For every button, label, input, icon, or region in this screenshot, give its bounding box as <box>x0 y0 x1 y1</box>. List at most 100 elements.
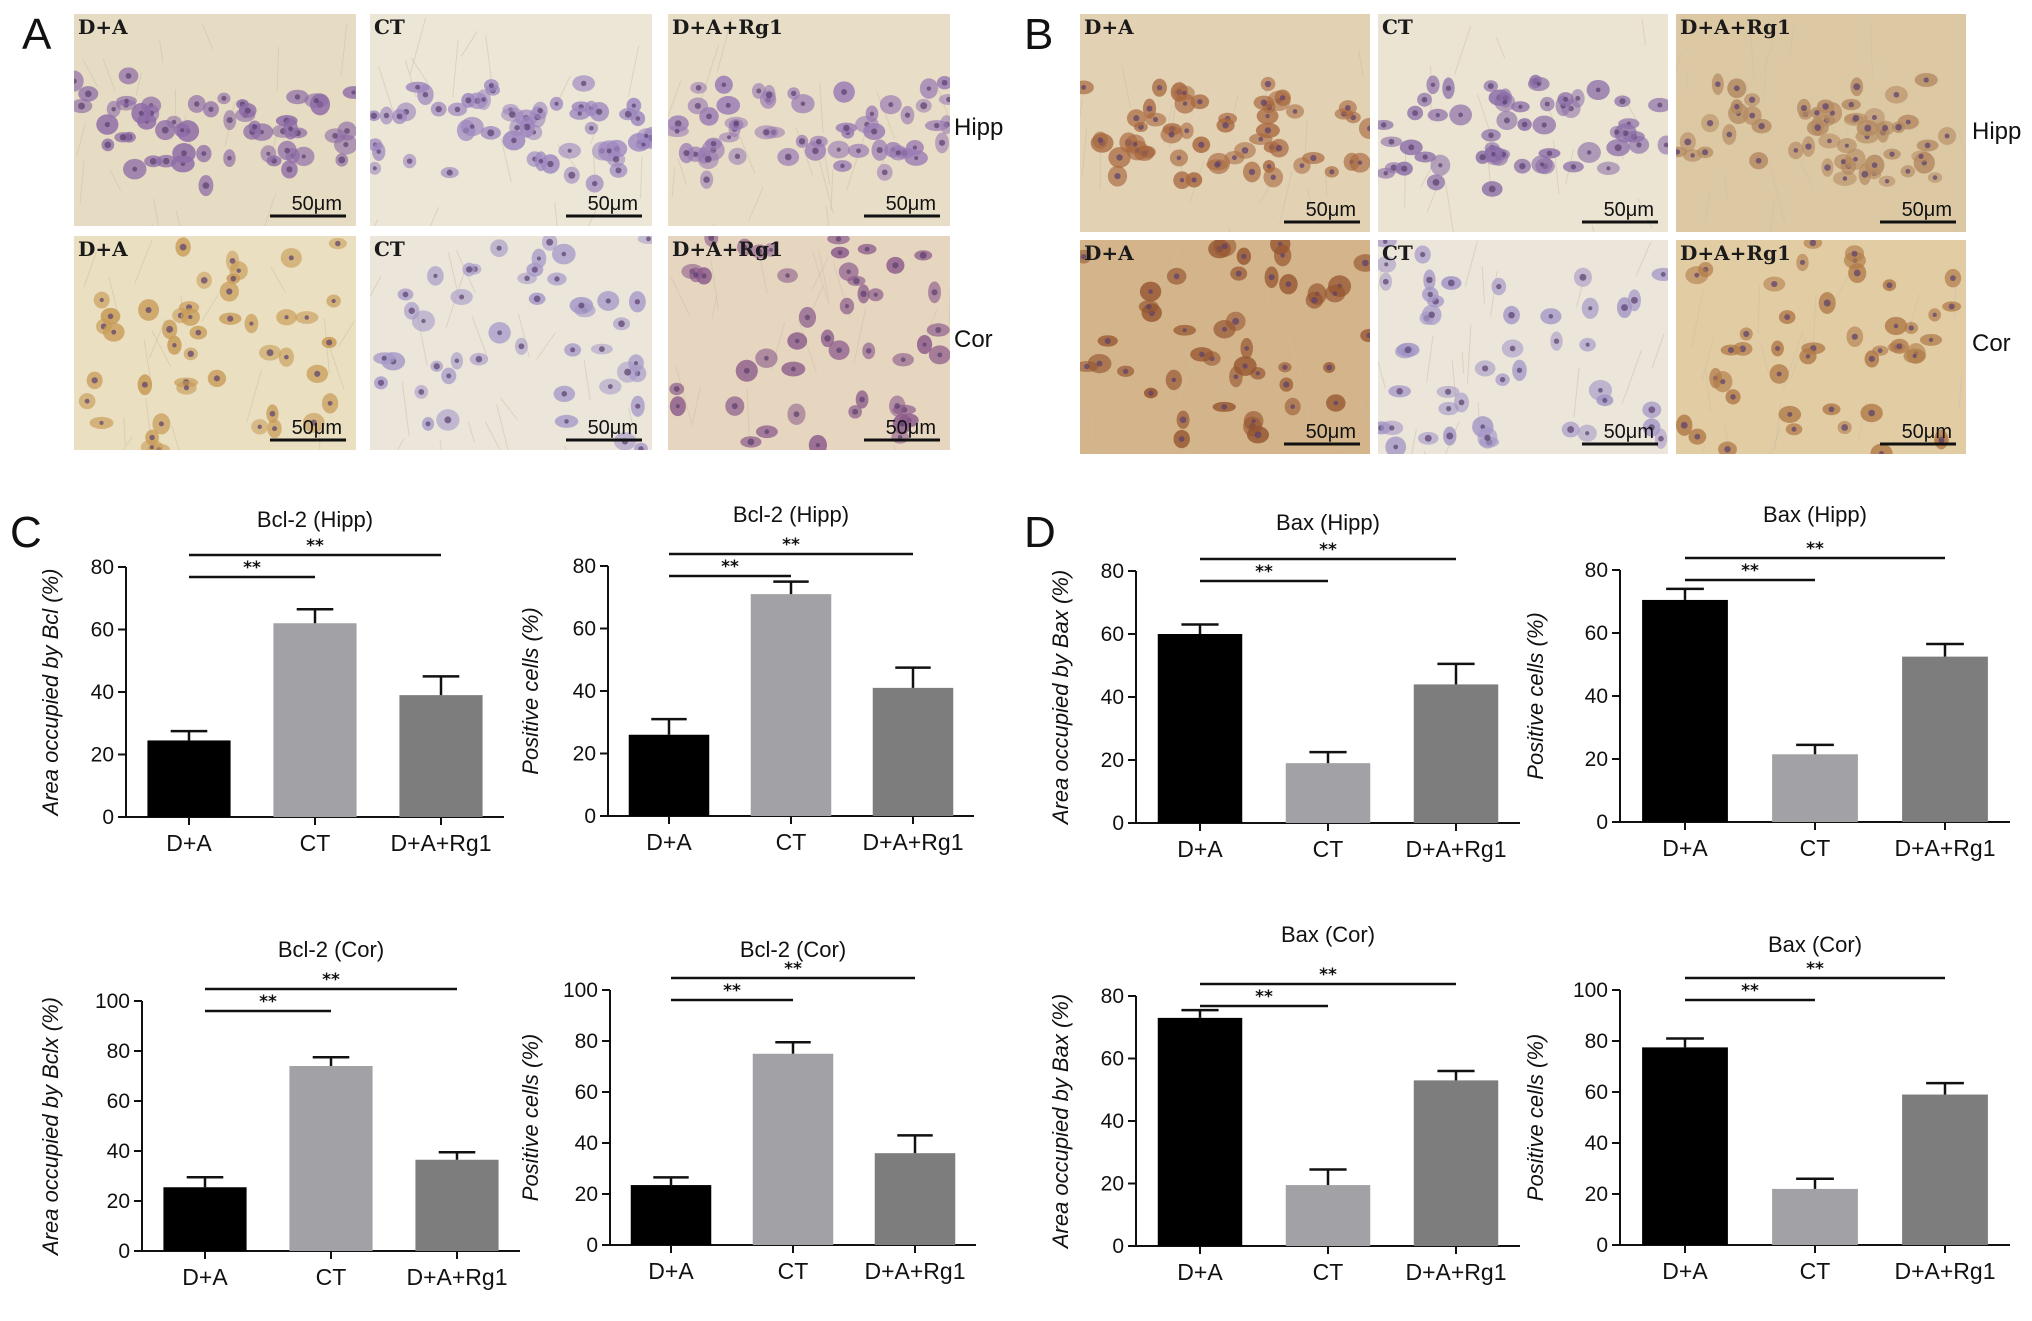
y-tick-label: 60 <box>91 619 114 642</box>
micrograph-group-label: D+A+Rg1 <box>672 237 783 261</box>
y-tick-label: 0 <box>1112 812 1124 835</box>
bar <box>629 735 710 816</box>
bar <box>1414 1080 1498 1246</box>
y-tick-label: 20 <box>1585 748 1608 771</box>
bar <box>875 1153 956 1245</box>
micrograph-a-cor-1: CT 50μm <box>370 236 652 450</box>
category-label: D+A+Rg1 <box>1894 1258 1995 1284</box>
category-label: D+A <box>166 830 212 856</box>
y-tick-label: 60 <box>107 1090 130 1113</box>
y-axis-label: Area occupied by Bclx (%) <box>38 997 63 1257</box>
micrograph-b-hipp-1: CT 50μm <box>1378 14 1668 232</box>
y-tick-label: 40 <box>1101 686 1124 709</box>
chart-title: Bax (Cor) <box>1768 932 1862 957</box>
y-tick-label: 40 <box>575 1132 598 1155</box>
scale-bar-label: 50μm <box>1902 421 1952 443</box>
y-axis-label: Positive cells (%) <box>518 1034 543 1201</box>
significance-label: ** <box>322 970 340 990</box>
significance-label: ** <box>1255 987 1273 1007</box>
region-label-cor-b: Cor <box>1972 330 2011 358</box>
scale-bar-label: 50μm <box>1306 199 1356 221</box>
category-label: CT <box>778 1258 809 1284</box>
micrograph-group-label: CT <box>374 237 405 261</box>
chart-title: Bcl-2 (Cor) <box>278 937 384 962</box>
category-label: CT <box>316 1264 347 1290</box>
y-tick-label: 20 <box>1585 1183 1608 1206</box>
micrograph-group-label: CT <box>1382 15 1413 39</box>
category-label: D+A+Rg1 <box>864 1258 965 1284</box>
y-tick-label: 40 <box>1101 1110 1124 1133</box>
category-label: CT <box>776 829 807 855</box>
chart-title: Bax (Hipp) <box>1763 502 1867 527</box>
bar <box>147 740 230 817</box>
significance-label: ** <box>723 981 741 1001</box>
category-label: CT <box>1313 1259 1344 1285</box>
bar <box>415 1160 498 1251</box>
significance-label: ** <box>1255 562 1273 582</box>
bar <box>753 1054 834 1245</box>
micrograph-b-cor-2: D+A+Rg1 50μm <box>1676 240 1966 454</box>
scale-bar-label: 50μm <box>1604 421 1654 443</box>
bar <box>289 1066 372 1251</box>
category-label: D+A <box>648 1258 694 1284</box>
significance-label: ** <box>1741 561 1759 581</box>
category-label: D+A <box>1662 835 1708 861</box>
category-label: CT <box>1800 1258 1831 1284</box>
y-tick-label: 100 <box>95 990 130 1013</box>
significance-label: ** <box>1319 540 1337 560</box>
significance-label: ** <box>784 959 802 979</box>
bar <box>1158 1018 1242 1246</box>
scale-bar-label: 50μm <box>588 193 638 215</box>
region-label-cor-a: Cor <box>954 326 993 354</box>
bar <box>1772 1189 1858 1245</box>
panel-label-b: B <box>1024 10 1053 60</box>
bar <box>751 594 832 816</box>
y-tick-label: 40 <box>1585 685 1608 708</box>
chart-title: Bax (Hipp) <box>1276 510 1380 535</box>
micrograph-group-label: CT <box>374 15 405 39</box>
significance-label: ** <box>1319 965 1337 985</box>
y-axis-label: Positive cells (%) <box>518 607 543 774</box>
micrograph-group-label: CT <box>1382 241 1413 265</box>
region-label-hipp-a: Hipp <box>954 114 1003 142</box>
y-tick-label: 0 <box>118 1240 130 1263</box>
y-tick-label: 40 <box>1585 1132 1608 1155</box>
y-axis-label: Area occupied by Bax (%) <box>1048 994 1073 1250</box>
scale-bar-label: 50μm <box>886 193 936 215</box>
y-tick-label: 80 <box>1101 560 1124 583</box>
y-tick-label: 0 <box>102 806 114 829</box>
significance-label: ** <box>1806 959 1824 979</box>
y-tick-label: 0 <box>586 1234 598 1257</box>
y-axis-label: Area occupied by Bax (%) <box>1048 570 1073 826</box>
micrograph-b-hipp-0: D+A 50μm <box>1080 14 1370 232</box>
y-tick-label: 20 <box>1101 1173 1124 1196</box>
y-tick-label: 80 <box>91 556 114 579</box>
category-label: D+A <box>1177 1259 1223 1285</box>
micrograph-group-label: D+A <box>1084 15 1134 39</box>
category-label: D+A+Rg1 <box>1894 835 1995 861</box>
scale-bar-label: 50μm <box>1604 199 1654 221</box>
significance-label: ** <box>782 535 800 555</box>
micrograph-group-label: D+A+Rg1 <box>1680 241 1791 265</box>
scale-bar-label: 50μm <box>886 417 936 439</box>
y-tick-label: 60 <box>1101 623 1124 646</box>
bar <box>273 623 356 817</box>
scale-bar-label: 50μm <box>588 417 638 439</box>
y-tick-label: 100 <box>1573 979 1608 1002</box>
micrograph-group-label: D+A <box>1084 241 1134 265</box>
bar <box>631 1185 712 1245</box>
bar <box>1902 1095 1988 1245</box>
category-label: D+A+Rg1 <box>1405 1259 1506 1285</box>
y-tick-label: 20 <box>91 744 114 767</box>
scale-bar-label: 50μm <box>292 417 342 439</box>
y-tick-label: 80 <box>1585 1030 1608 1053</box>
y-tick-label: 20 <box>573 743 596 766</box>
y-tick-label: 0 <box>584 805 596 828</box>
chart-title: Bax (Cor) <box>1281 922 1375 947</box>
y-tick-label: 0 <box>1596 811 1608 834</box>
